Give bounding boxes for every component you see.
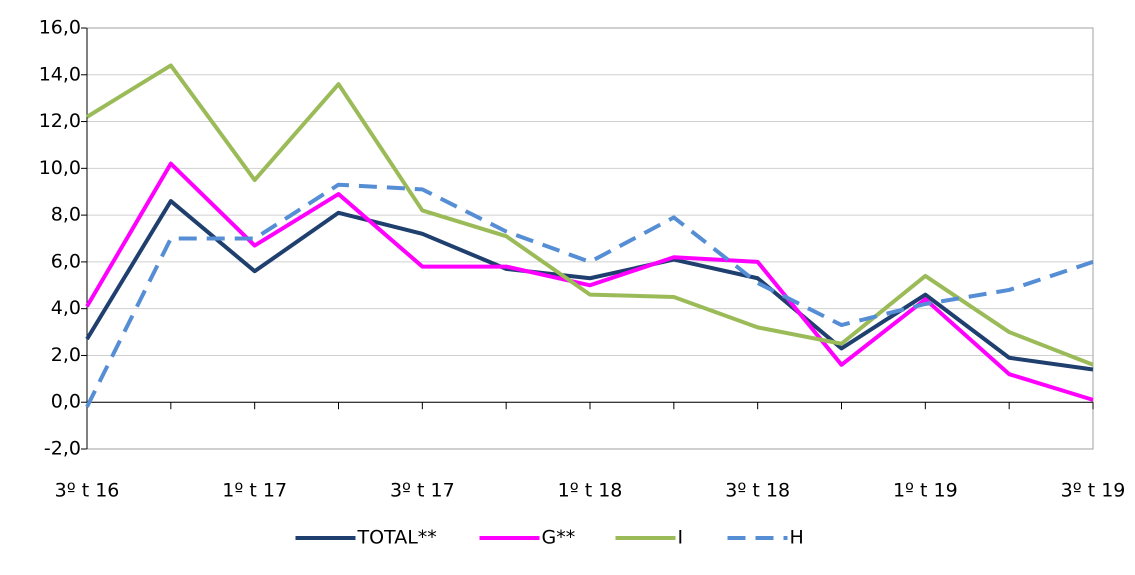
y-tick-label: 6,0 bbox=[51, 250, 81, 272]
legend-label: G** bbox=[542, 527, 576, 549]
y-tick-label: 10,0 bbox=[39, 157, 81, 179]
y-tick-label: 2,0 bbox=[51, 344, 81, 366]
x-tick-label: 1º t 19 bbox=[893, 480, 958, 502]
line-series bbox=[85, 161, 1094, 402]
y-tick-label: 14,0 bbox=[39, 63, 81, 85]
legend-label: TOTAL** bbox=[357, 527, 437, 549]
x-tick-label: 3º t 19 bbox=[1061, 480, 1126, 502]
line-series bbox=[85, 182, 1094, 408]
y-tick-label: 0,0 bbox=[51, 391, 81, 413]
line-series bbox=[85, 199, 1094, 372]
y-tick-label: 16,0 bbox=[39, 17, 81, 39]
x-tick-label: 3º t 16 bbox=[55, 480, 120, 502]
y-tick-label: -2,0 bbox=[44, 438, 81, 460]
y-tick-label: 8,0 bbox=[51, 204, 81, 226]
x-tick-label: 3º t 18 bbox=[725, 480, 790, 502]
legend-label: H bbox=[790, 527, 804, 549]
x-tick-label: 1º t 17 bbox=[222, 480, 287, 502]
y-tick-label: 4,0 bbox=[51, 297, 81, 319]
line-series bbox=[85, 63, 1094, 367]
x-tick-label: 1º t 18 bbox=[558, 480, 623, 502]
x-tick-label: 3º t 17 bbox=[390, 480, 455, 502]
legend-label: I bbox=[678, 527, 684, 549]
y-tick-label: 12,0 bbox=[39, 110, 81, 132]
